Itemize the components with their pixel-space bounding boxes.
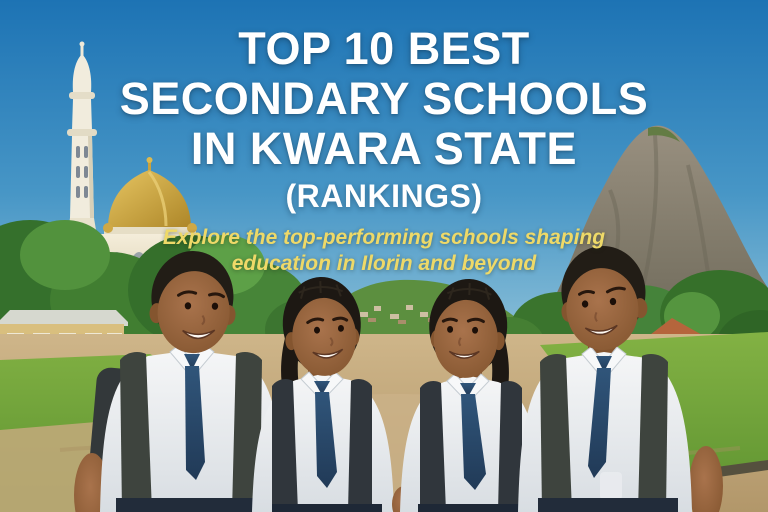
tie-knot [184, 354, 200, 370]
nose [201, 314, 206, 326]
student-girl-left-illustration [252, 277, 394, 512]
backpack-strap [420, 380, 446, 512]
eyebrows [176, 290, 225, 299]
eye [184, 302, 192, 310]
braid-lines [298, 280, 344, 300]
tie-knot [460, 383, 476, 397]
head [282, 277, 361, 376]
nose [458, 337, 462, 347]
tie [315, 392, 337, 488]
eye [314, 326, 321, 334]
eye [447, 325, 454, 333]
student-boy-left-illustration [74, 251, 304, 512]
skirt [272, 504, 382, 512]
eyebrows [578, 286, 626, 296]
eye [472, 326, 479, 334]
student-boy-right-illustration [518, 246, 723, 512]
trousers [538, 498, 678, 512]
eye [609, 297, 617, 306]
backpack-strap [348, 378, 372, 512]
head [429, 279, 508, 378]
smile [182, 329, 216, 340]
eye [211, 302, 219, 310]
backpack-strap [272, 378, 298, 512]
backpack-strap [120, 352, 152, 512]
eyebrows [306, 316, 349, 324]
tie [588, 368, 611, 478]
skirt [418, 504, 530, 512]
tie [185, 366, 205, 480]
smile [448, 350, 480, 359]
tie [461, 394, 486, 490]
head [561, 246, 648, 351]
tie-knot [596, 356, 612, 372]
braid-lines [446, 282, 492, 301]
smile [584, 324, 618, 336]
student-girl-right-illustration [392, 279, 542, 512]
backpack-strap [638, 354, 668, 512]
smile [312, 348, 344, 359]
nose [329, 337, 334, 347]
trousers [116, 498, 270, 512]
golden-dome [104, 157, 196, 235]
shirt-pocket [600, 472, 622, 500]
backpack-strap [498, 380, 522, 512]
eyebrows [441, 317, 485, 324]
eye [337, 324, 344, 332]
nose [594, 311, 598, 323]
backpack-strap [540, 354, 572, 512]
arm [689, 446, 723, 512]
head [149, 251, 236, 354]
tie-knot [314, 381, 330, 395]
eye [581, 300, 589, 308]
